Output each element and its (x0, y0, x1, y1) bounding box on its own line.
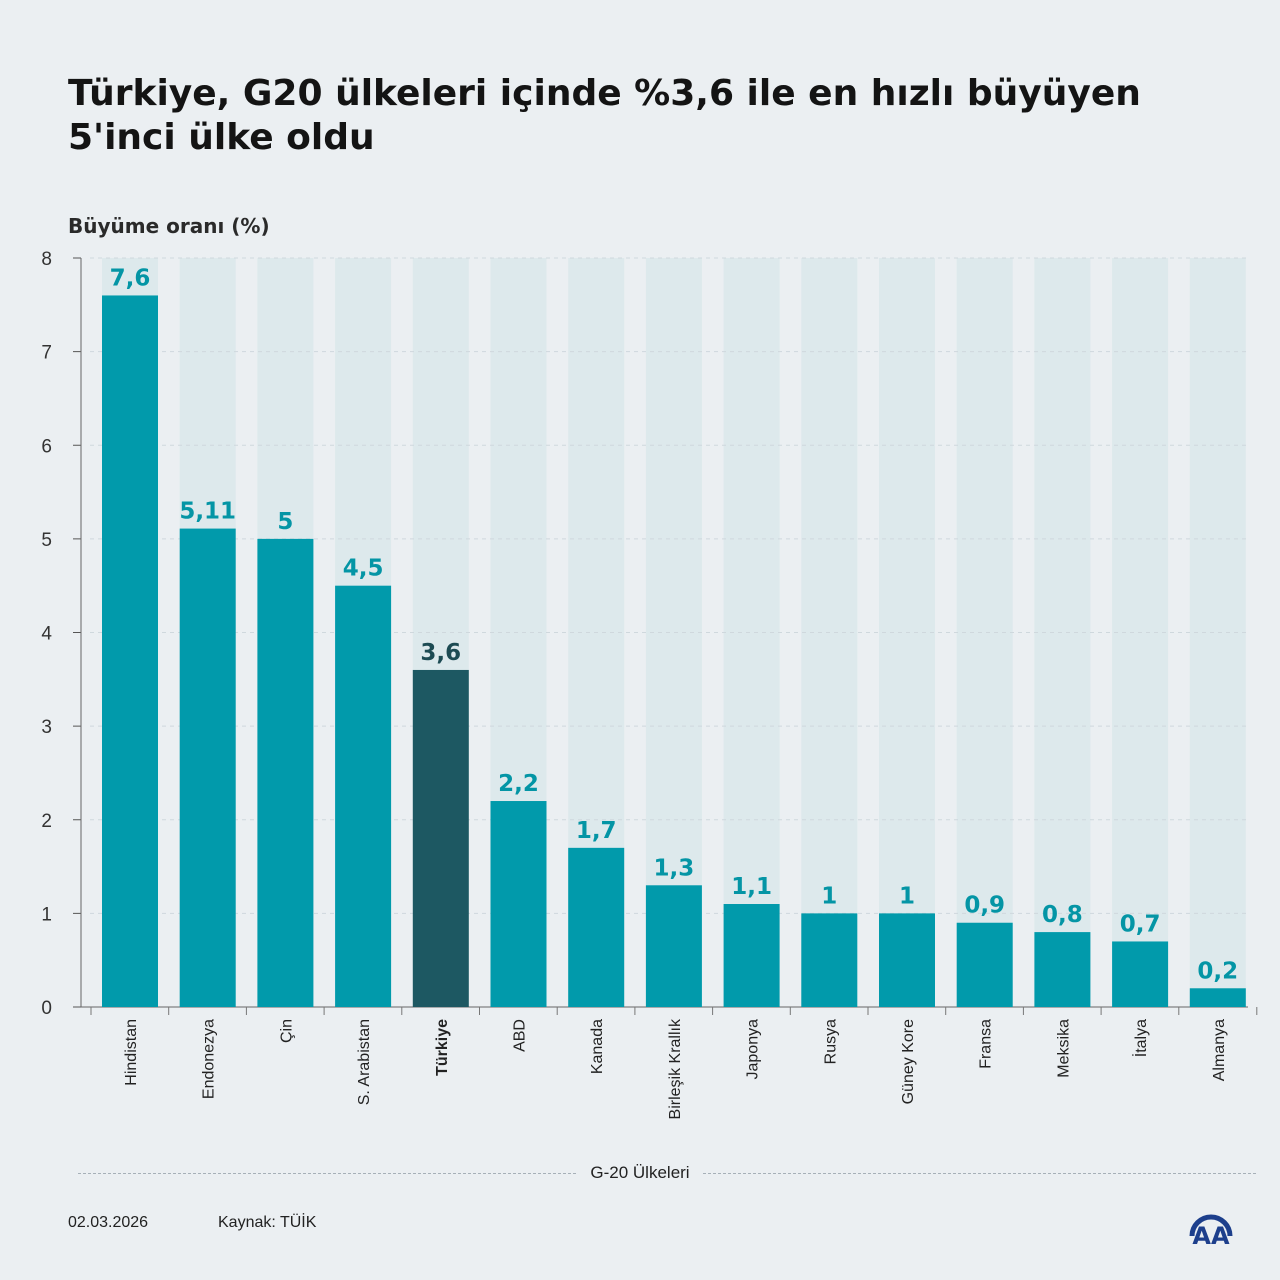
x-tick-label: Japonya (745, 1019, 762, 1080)
y-tick-label: 7 (41, 343, 52, 364)
x-tick-label: S. Arabistan (356, 1019, 373, 1105)
y-tick-label: 6 (41, 436, 52, 457)
date-text: 02.03.2026 (68, 1214, 149, 1231)
x-axis-label: G-20 Ülkeleri (578, 1163, 702, 1182)
bar (102, 295, 158, 1007)
bar (490, 801, 547, 1007)
y-tick-label: 2 (41, 811, 52, 832)
y-tick-label: 4 (41, 624, 52, 645)
bar (412, 669, 469, 1007)
x-tick-label: Meksika (1055, 1019, 1072, 1078)
data-label: 1,1 (731, 874, 772, 900)
data-label: 2,2 (498, 771, 539, 797)
data-label: 3,6 (420, 640, 461, 666)
x-tick-label: Almanya (1211, 1019, 1228, 1081)
x-tick-label: Endonezya (201, 1019, 218, 1099)
data-label: 0,9 (964, 893, 1005, 919)
y-tick-label: 3 (41, 717, 52, 738)
data-label: 5,11 (179, 499, 236, 525)
bar (257, 538, 314, 1007)
bar (956, 922, 1013, 1007)
bar (723, 904, 780, 1007)
aa-logo-icon: AA (1189, 1214, 1233, 1248)
data-label: 1 (821, 883, 837, 909)
x-tick-label: Çin (278, 1019, 295, 1043)
data-label: 7,6 (110, 265, 151, 291)
data-label: 0,2 (1197, 958, 1238, 984)
bar (1189, 988, 1246, 1007)
data-label: 1,7 (576, 818, 617, 844)
y-tick-label: 0 (41, 998, 52, 1019)
x-tick-label: Kanada (589, 1019, 606, 1074)
x-tick-label: Hindistan (123, 1019, 140, 1086)
x-tick-label: ABD (512, 1019, 529, 1052)
bar (179, 528, 236, 1007)
bar (645, 885, 702, 1007)
bar (879, 913, 935, 1007)
page-title: Türkiye, G20 ülkeleri içinde %3,6 ile en… (68, 72, 1168, 160)
x-tick-label: Güney Kore (900, 1019, 917, 1104)
data-label: 4,5 (343, 556, 384, 582)
data-label: 0,8 (1042, 902, 1083, 928)
x-axis-caption-wrap: G-20 Ülkeleri (0, 1163, 1280, 1183)
data-label: 0,7 (1120, 911, 1161, 937)
x-tick-label: Fransa (978, 1019, 995, 1069)
x-tick-label: Birleşik Krallık (667, 1018, 684, 1119)
bar (1112, 941, 1169, 1007)
title-line-1: Türkiye, G20 ülkeleri içinde %3,6 ile en… (68, 73, 1141, 114)
y-axis-label: Büyüme oranı (%) (68, 214, 270, 238)
data-label: 1 (899, 883, 915, 909)
bar (801, 913, 858, 1007)
x-tick-label: Rusya (822, 1019, 839, 1064)
bar (568, 847, 625, 1007)
title-line-2: 5'inci ülke oldu (68, 117, 375, 158)
y-tick-label: 5 (41, 530, 52, 551)
y-tick-label: 8 (41, 249, 52, 270)
data-label: 1,3 (654, 855, 695, 881)
logo-text: AA (1192, 1222, 1230, 1248)
source-text: Kaynak: TÜİK (218, 1214, 317, 1231)
bar (335, 585, 392, 1007)
bar (1034, 932, 1091, 1007)
data-label: 5 (277, 509, 293, 535)
x-tick-label: Türkiye (434, 1019, 451, 1076)
y-tick-label: 1 (41, 904, 52, 925)
x-tick-label: İtalya (1131, 1019, 1150, 1057)
